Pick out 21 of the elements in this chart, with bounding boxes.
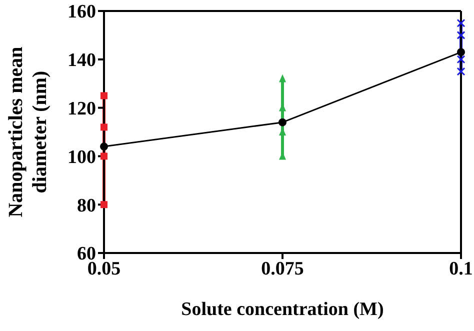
x-tick-label: 0.075 (261, 258, 304, 280)
point (100, 142, 108, 151)
point (456, 18, 466, 28)
point (456, 30, 466, 40)
y-tick-label: 80 (77, 195, 96, 216)
point (457, 48, 465, 56)
point (100, 92, 108, 100)
y-tick-label: 120 (68, 98, 96, 120)
point (100, 124, 108, 131)
y-axis-title: Nanoparticles mean diameter (nm) (5, 46, 51, 218)
x-tick-label: 0.1 (449, 258, 473, 280)
x-axis-title: Solute concentration (M) (181, 299, 384, 320)
y-tick-label: 100 (68, 146, 96, 168)
y-tick-label: 140 (68, 50, 96, 72)
point (100, 201, 108, 208)
point (456, 55, 466, 64)
y-tick-label: 160 (68, 2, 96, 23)
point (279, 74, 286, 82)
point (456, 67, 466, 76)
point (278, 118, 286, 126)
point (100, 152, 108, 160)
